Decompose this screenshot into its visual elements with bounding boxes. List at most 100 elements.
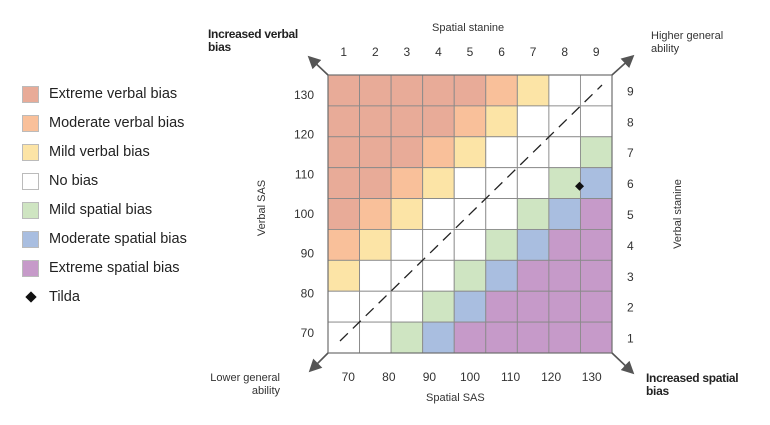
arrow-top-right bbox=[611, 54, 635, 76]
corner-label-bottom-right: Increased spatial bias bbox=[646, 371, 739, 398]
heatmap-cell-r3-c8 bbox=[548, 136, 581, 169]
heatmap-cell-r8-c6 bbox=[485, 290, 518, 323]
top-tick-label-4: 4 bbox=[435, 45, 442, 59]
right-tick-label-6: 6 bbox=[627, 177, 634, 191]
right-tick-label-2: 2 bbox=[627, 301, 634, 315]
heatmap-cell-r7-c2 bbox=[359, 259, 392, 292]
corner-label-top-right: Higher general ability bbox=[651, 30, 724, 55]
legend-item-tilda: Tilda bbox=[22, 287, 80, 307]
legend-label-tilda: Tilda bbox=[49, 289, 80, 305]
heatmap-cell-r8-c8 bbox=[548, 290, 581, 323]
legend-swatch-no-bias bbox=[22, 172, 39, 190]
left-tick-label-110: 110 bbox=[295, 167, 314, 181]
left-tick-label-100: 100 bbox=[294, 207, 314, 221]
legend-label-moderate-verbal: Moderate verbal bias bbox=[49, 115, 185, 131]
top-axis-title: Spatial stanine bbox=[432, 22, 505, 34]
heatmap-cell-r6-c5 bbox=[453, 228, 487, 261]
heatmap-cell-r5-c7 bbox=[516, 198, 550, 230]
legend-swatch-moderate-verbal bbox=[22, 114, 39, 132]
heatmap-cell-r1-c4 bbox=[422, 74, 455, 107]
heatmap-cell-r5-c3 bbox=[390, 198, 424, 230]
heatmap-cell-r7-c1 bbox=[327, 259, 361, 292]
heatmap-cell-r4-c8 bbox=[548, 167, 581, 200]
heatmap-cell-r8-c7 bbox=[516, 290, 550, 323]
heatmap-cell-r9-c8 bbox=[548, 321, 581, 354]
heatmap-cell-r3-c4 bbox=[422, 136, 455, 169]
heatmap-cell-r6-c6 bbox=[485, 228, 518, 261]
heatmap-cell-r2-c6 bbox=[485, 105, 518, 138]
heatmap-cell-r2-c2 bbox=[359, 105, 392, 138]
heatmap-cell-r3-c2 bbox=[359, 136, 392, 169]
heatmap-cell-r6-c9 bbox=[579, 228, 613, 261]
right-tick-label-3: 3 bbox=[627, 270, 634, 284]
heatmap-cell-r7-c4 bbox=[422, 259, 455, 292]
heatmap-cell-r5-c8 bbox=[548, 198, 581, 230]
heatmap-cell-r2-c9 bbox=[579, 105, 613, 138]
heatmap-cell-r2-c7 bbox=[516, 105, 550, 138]
heatmap-cell-r5-c1 bbox=[327, 198, 361, 230]
heatmap-cell-r3-c5 bbox=[453, 136, 487, 169]
legend-swatch-mild-verbal bbox=[22, 143, 39, 161]
top-tick-label-6: 6 bbox=[498, 45, 505, 59]
heatmap-cell-r7-c7 bbox=[516, 259, 550, 292]
bottom-tick-label-100: 100 bbox=[460, 370, 480, 384]
heatmap-cell-r1-c3 bbox=[390, 74, 424, 107]
heatmap-cell-r5-c9 bbox=[579, 198, 613, 230]
bottom-tick-label-90: 90 bbox=[423, 370, 437, 384]
heatmap-cell-r8-c4 bbox=[422, 290, 455, 323]
heatmap-cell-r1-c2 bbox=[359, 74, 392, 107]
heatmap-cell-r6-c1 bbox=[327, 228, 361, 261]
right-tick-label-8: 8 bbox=[627, 115, 634, 129]
heatmap-cell-r9-c2 bbox=[359, 321, 392, 354]
bottom-tick-label-70: 70 bbox=[342, 370, 356, 384]
left-tick-label-70: 70 bbox=[301, 326, 315, 340]
heatmap-cell-r8-c1 bbox=[327, 290, 361, 323]
heatmap-cell-r2-c1 bbox=[327, 105, 361, 138]
bottom-tick-label-130: 130 bbox=[582, 370, 602, 384]
left-tick-label-130: 130 bbox=[294, 88, 314, 102]
left-tick-label-80: 80 bbox=[301, 286, 315, 300]
heatmap-cell-r1-c7 bbox=[516, 74, 550, 107]
legend-label-mild-verbal: Mild verbal bias bbox=[49, 144, 150, 160]
heatmap-cell-r2-c4 bbox=[422, 105, 455, 138]
legend-item-moderate-verbal: Moderate verbal bias bbox=[22, 113, 184, 133]
arrow-bottom-left bbox=[308, 352, 329, 373]
top-tick-label-3: 3 bbox=[404, 45, 411, 59]
right-tick-label-7: 7 bbox=[627, 146, 634, 160]
legend-swatch-extreme-spatial bbox=[22, 259, 39, 277]
right-tick-label-4: 4 bbox=[627, 239, 634, 253]
diamond-icon bbox=[22, 289, 39, 306]
heatmap-cell-r5-c2 bbox=[359, 198, 392, 230]
tilda-marker bbox=[575, 181, 585, 191]
legend-item-no-bias: No bias bbox=[22, 171, 98, 191]
legend-item-extreme-verbal: Extreme verbal bias bbox=[22, 84, 177, 104]
left-axis-title: Verbal SAS bbox=[256, 179, 268, 237]
heatmap-cell-r7-c5 bbox=[453, 259, 487, 292]
right-axis-title: Verbal stanine bbox=[672, 179, 684, 249]
legend-swatch-moderate-spatial bbox=[22, 230, 39, 248]
heatmap-cell-r1-c1 bbox=[327, 74, 361, 107]
heatmap-cell-r5-c6 bbox=[485, 198, 518, 230]
heatmap-cell-r8-c9 bbox=[579, 290, 613, 323]
bottom-tick-label-80: 80 bbox=[382, 370, 396, 384]
heatmap-cell-r8-c5 bbox=[453, 290, 487, 323]
heatmap-cell-r4-c9 bbox=[579, 167, 613, 200]
heatmap-cell-r9-c7 bbox=[516, 321, 550, 354]
legend-label-no-bias: No bias bbox=[49, 173, 99, 189]
heatmap-cell-r3-c1 bbox=[327, 136, 361, 169]
heatmap-cell-r6-c8 bbox=[548, 228, 581, 261]
corner-label-top-left: Increased verbal bias bbox=[208, 27, 298, 54]
heatmap-cell-r4-c5 bbox=[453, 167, 487, 200]
legend-item-moderate-spatial: Moderate spatial bias bbox=[22, 229, 187, 249]
legend-swatch-extreme-verbal bbox=[22, 85, 39, 103]
corner-label-bottom-left: Lower general ability bbox=[210, 372, 280, 397]
diagonal-dashed-line bbox=[339, 84, 603, 342]
heatmap-cell-r3-c3 bbox=[390, 136, 424, 169]
legend-item-mild-verbal: Mild verbal bias bbox=[22, 142, 150, 162]
heatmap-cell-r9-c9 bbox=[579, 321, 613, 354]
heatmap-cell-r1-c8 bbox=[548, 74, 581, 107]
top-tick-label-5: 5 bbox=[467, 45, 474, 59]
top-tick-label-1: 1 bbox=[340, 45, 347, 59]
heatmap-cell-r7-c8 bbox=[548, 259, 581, 292]
